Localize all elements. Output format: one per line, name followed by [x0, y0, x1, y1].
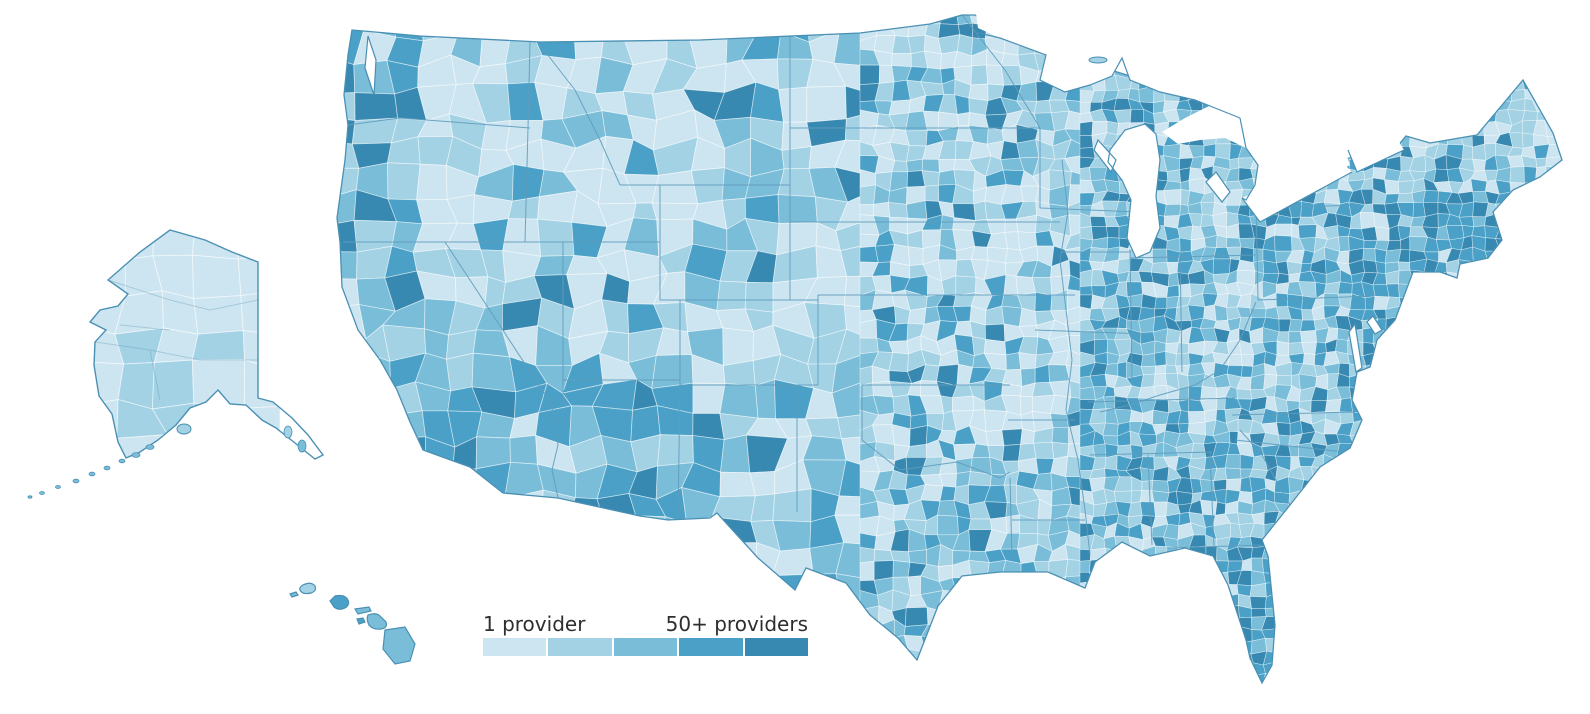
- legend-max-label: 50+ providers: [665, 612, 808, 636]
- legend-swatch: [679, 638, 743, 656]
- state-borders: [343, 15, 1375, 561]
- great-lakes: [364, 6, 1405, 374]
- legend-swatches: [483, 638, 809, 656]
- lower48-coastline: [336, 14, 1563, 685]
- legend-swatch: [548, 638, 612, 656]
- legend-min-label: 1 provider: [483, 612, 586, 636]
- aleutian-islands: [27, 423, 307, 499]
- alaska-borough-borders: [94, 279, 259, 401]
- legend-swatch: [613, 638, 678, 656]
- lower48-counties: [337, 15, 1562, 683]
- legend-labels: 1 provider 50+ providers: [483, 613, 808, 635]
- legend-swatch: [744, 638, 809, 656]
- legend-swatch: [483, 638, 547, 656]
- hawaii-inset: [289, 582, 416, 665]
- alaska-coastline: [88, 229, 325, 460]
- map-legend: 1 provider 50+ providers: [483, 613, 809, 656]
